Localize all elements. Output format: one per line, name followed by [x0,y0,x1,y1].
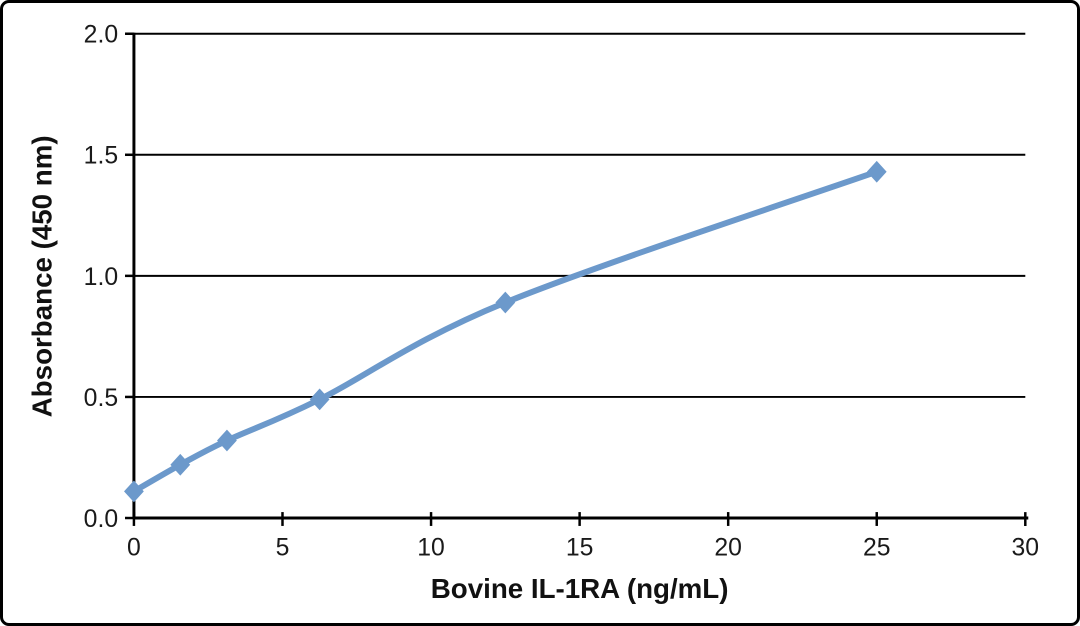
x-tick-label-15: 15 [566,535,594,562]
y-tick-label-2.0: 2.0 [84,22,118,49]
x-tick-label-0: 0 [127,535,141,562]
y-tick-label-0.0: 0.0 [84,506,118,533]
data-point-marker-0-5 [866,160,887,183]
x-tick-label-5: 5 [276,535,290,562]
y-tick-label-1.0: 1.0 [84,264,118,291]
data-point-marker-0-2 [217,429,237,452]
x-tick-label-25: 25 [863,535,891,562]
x-tick-label-10: 10 [417,535,445,562]
y-axis-title: Absorbance (450 nm) [27,135,58,417]
x-tick-label-30: 30 [1012,535,1040,562]
data-point-marker-0-4 [495,291,516,314]
y-tick-label-1.5: 1.5 [84,143,118,170]
data-point-marker-0-1 [170,453,191,476]
data-point-marker-0-3 [309,388,330,411]
x-tick-label-20: 20 [714,535,742,562]
standard-curve-line-chart: 0.0 0.5 1.0 1.5 2.0 0 5 10 15 20 25 30 Bovine IL-1R… [27,22,1039,605]
y-tick-label-0.5: 0.5 [84,385,118,412]
gridlines [133,32,1026,398]
data-point-marker-0-0 [124,480,144,503]
x-axis-title: Bovine IL-1RA (ng/mL) [431,573,729,604]
tick-labels: 0.0 0.5 1.0 1.5 2.0 0 5 10 15 20 25 30 [84,22,1039,562]
data-series [124,160,887,503]
axes [125,32,1029,526]
series-line-0 [130,168,880,495]
